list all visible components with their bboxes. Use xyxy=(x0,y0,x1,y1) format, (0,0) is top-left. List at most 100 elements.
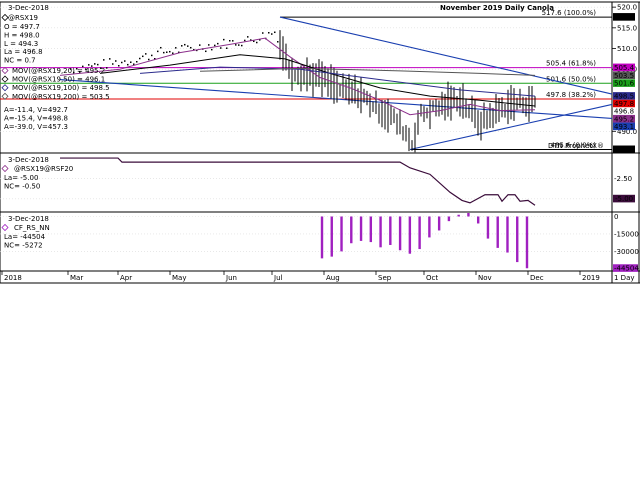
price-tick xyxy=(82,65,84,68)
price-tick xyxy=(142,55,144,58)
x-tick-label: Aug xyxy=(326,274,340,282)
price-tick xyxy=(166,51,168,53)
cot-bar xyxy=(359,216,363,241)
price-tick xyxy=(85,68,87,70)
x-tick-label: Sep xyxy=(378,274,392,282)
cot-bar xyxy=(379,216,382,248)
price-tick xyxy=(208,44,210,46)
ohlc-line: L = 494.3 xyxy=(4,40,38,48)
ma-line xyxy=(199,67,536,76)
cot-y-tick-label: -30000 xyxy=(614,248,639,256)
chart-title: November 2019 Daily Canola xyxy=(440,4,554,12)
spread-last-box: -5.00 xyxy=(613,194,635,203)
price-tick xyxy=(169,50,171,53)
price-tick xyxy=(130,61,132,63)
price-tick xyxy=(154,58,156,60)
price-tick xyxy=(241,44,243,47)
ma-legend-marker xyxy=(1,92,9,100)
cot-bar xyxy=(516,216,519,263)
fib-label: 517.6 (100.0%) xyxy=(542,9,597,17)
price-tick xyxy=(103,59,105,61)
spread-panel: -2.50 -5.00 3-Dec-2018 @RSX19@RSF20 La= -… xyxy=(0,156,635,206)
price-tick xyxy=(223,38,225,41)
price-tick xyxy=(259,39,261,41)
price-tick xyxy=(118,65,120,67)
cot-date: 3-Dec-2018 xyxy=(8,215,49,223)
price-tick xyxy=(97,63,99,66)
price-tick xyxy=(253,40,255,43)
trendline-readout-line: A=-11.4, V=492.7 xyxy=(4,106,68,114)
price-tick xyxy=(100,67,102,69)
ohlc-line: NC = 0.7 xyxy=(4,57,36,65)
watermark: DTN ProphetX® xyxy=(548,142,604,150)
panel-frames xyxy=(0,1,640,284)
price-tick xyxy=(160,46,162,49)
price-tick xyxy=(256,41,258,44)
fib-label: 497.8 (38.2%) xyxy=(546,91,596,99)
ohlc-line: La = 496.8 xyxy=(4,48,43,56)
price-tick xyxy=(262,32,264,34)
ma-legend-marker xyxy=(1,75,9,83)
price-date: 3-Dec-2018 xyxy=(8,4,49,12)
cot-symbol: CF_RS_NN xyxy=(14,224,50,232)
price-value-box xyxy=(613,107,635,115)
cot-bar xyxy=(408,216,412,254)
price-value-box-label: 505.4 xyxy=(614,64,635,72)
price-tick xyxy=(184,43,186,46)
cot-y-tick-label: -15000 xyxy=(614,230,639,238)
price-panel: 517.6 (100.0%) 505.4 (61.8%) 501.6 (50.0%)… xyxy=(0,4,637,154)
ma-legend-label: MOV(@RSX19,200) = 503.5 xyxy=(12,93,110,101)
price-tick xyxy=(127,63,129,66)
cot-bar xyxy=(447,216,451,222)
price-tick xyxy=(133,63,135,65)
x-tick-label: Mar xyxy=(70,274,83,282)
ohlc-line: H = 498.0 xyxy=(4,31,40,39)
spread-y-tick-label: -2.50 xyxy=(614,175,632,183)
cot-y-ticks: 0 -15000 -30000 xyxy=(614,213,639,256)
upper-trendline xyxy=(279,16,613,95)
price-grid xyxy=(0,6,612,132)
long-trendline xyxy=(59,79,613,120)
fib-label: 501.6 (50.0%) xyxy=(546,75,596,83)
cot-stat: La= -44504 xyxy=(4,233,46,241)
price-tick xyxy=(139,57,141,60)
cot-bar xyxy=(389,216,392,245)
price-tick xyxy=(94,63,96,65)
price-tick xyxy=(112,63,114,65)
x-tick-label: 2019 xyxy=(582,274,600,282)
price-value-box xyxy=(613,79,635,87)
ma-legend-marker xyxy=(1,66,9,75)
x-axis: 2018 Mar Apr May Jun Jul Aug Sep Oct Nov Dec 2019 xyxy=(1,271,600,282)
price-tick xyxy=(226,47,228,49)
price-tick xyxy=(76,67,78,70)
cot-last-box-bg xyxy=(613,264,638,272)
price-tick xyxy=(250,39,252,41)
price-tick xyxy=(109,58,111,60)
spread-line xyxy=(60,157,536,206)
ma-line xyxy=(139,66,536,97)
cot-bar xyxy=(428,216,431,238)
price-tick xyxy=(220,47,222,49)
price-tick xyxy=(211,48,213,51)
ohlc-readout: O = 497.7H = 498.0L = 494.3La = 496.8NC … xyxy=(1,13,43,65)
price-value-box-label: 485.6 xyxy=(614,146,635,154)
cot-bar xyxy=(320,216,324,259)
price-value-box-label: 501.6 xyxy=(614,80,635,88)
price-value-box-label: 495.2 xyxy=(614,115,634,123)
price-tick xyxy=(187,45,189,47)
price-value-box-label: 517.6 xyxy=(614,13,635,21)
price-tick xyxy=(115,60,117,62)
cot-bar xyxy=(418,216,421,250)
price-tick xyxy=(217,42,219,45)
cot-last-box-label: -44504 xyxy=(614,265,639,273)
interval-label: 1 Day xyxy=(614,274,635,282)
price-tick xyxy=(148,58,150,61)
cot-bar xyxy=(369,216,373,243)
price-tick xyxy=(235,44,237,46)
price-tick xyxy=(124,60,126,62)
cot-panel: 0 -15000 -30000 3-Dec-2018 CF_RS_NN La= -4… xyxy=(0,213,639,273)
